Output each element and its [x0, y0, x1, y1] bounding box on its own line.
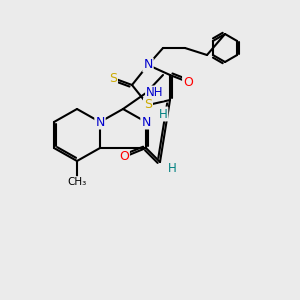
Text: NH: NH [146, 86, 164, 100]
Text: CH₃: CH₃ [68, 177, 87, 187]
Text: N: N [141, 116, 151, 128]
Text: O: O [119, 151, 129, 164]
Text: N: N [143, 58, 153, 71]
Text: H: H [159, 107, 167, 121]
Text: H: H [168, 163, 176, 176]
Text: O: O [183, 76, 193, 88]
Text: S: S [144, 98, 152, 112]
Text: S: S [109, 71, 117, 85]
Text: N: N [95, 116, 105, 128]
